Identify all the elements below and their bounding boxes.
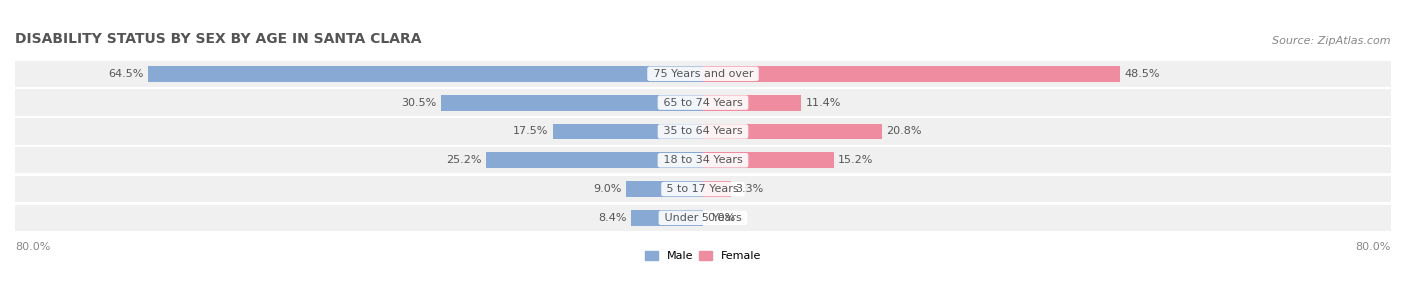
Bar [703,95,801,110]
Bar [15,205,1391,231]
Bar [148,66,703,82]
Text: 80.0%: 80.0% [15,242,51,252]
Bar [553,124,703,139]
Text: 48.5%: 48.5% [1125,69,1160,79]
Bar [15,118,1391,145]
Bar [703,152,834,168]
Bar [703,181,731,197]
Bar [486,152,703,168]
Text: 64.5%: 64.5% [108,69,143,79]
Bar [15,89,1391,116]
Text: 11.4%: 11.4% [806,98,841,108]
Text: DISABILITY STATUS BY SEX BY AGE IN SANTA CLARA: DISABILITY STATUS BY SEX BY AGE IN SANTA… [15,32,422,46]
Text: 65 to 74 Years: 65 to 74 Years [659,98,747,108]
Text: 30.5%: 30.5% [401,98,436,108]
Text: 35 to 64 Years: 35 to 64 Years [659,127,747,136]
Text: 80.0%: 80.0% [1355,242,1391,252]
Bar [440,95,703,110]
Bar [631,210,703,226]
Text: 5 to 17 Years: 5 to 17 Years [664,184,742,194]
Text: 9.0%: 9.0% [593,184,621,194]
Bar [15,61,1391,87]
Bar [626,181,703,197]
Bar [15,176,1391,202]
Text: 75 Years and over: 75 Years and over [650,69,756,79]
Text: 3.3%: 3.3% [735,184,763,194]
Legend: Male, Female: Male, Female [640,246,766,266]
Text: Under 5 Years: Under 5 Years [661,213,745,223]
Text: 0.0%: 0.0% [707,213,735,223]
Text: 25.2%: 25.2% [447,155,482,165]
Bar [15,147,1391,174]
Bar [703,66,1121,82]
Text: 15.2%: 15.2% [838,155,873,165]
Text: 17.5%: 17.5% [513,127,548,136]
Text: Source: ZipAtlas.com: Source: ZipAtlas.com [1272,36,1391,46]
Bar [703,124,882,139]
Text: 20.8%: 20.8% [886,127,922,136]
Text: 8.4%: 8.4% [598,213,627,223]
Text: 18 to 34 Years: 18 to 34 Years [659,155,747,165]
